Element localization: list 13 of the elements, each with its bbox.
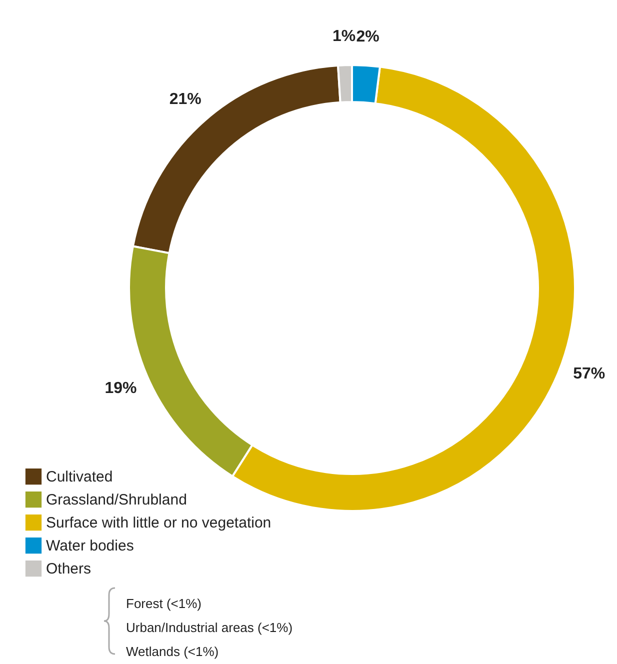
legend-label: Water bodies <box>46 538 134 554</box>
data-label: 21% <box>169 90 202 108</box>
data-label: 19% <box>104 380 137 398</box>
legend-label: Others <box>46 560 92 578</box>
data-label: 2% <box>356 28 380 46</box>
data-label: 57% <box>573 365 606 382</box>
legend-label: Grassland/Shrubland <box>46 492 187 508</box>
text: Forest (<1%) <box>126 596 202 611</box>
text: Urban/Industrial areas (<1%) <box>126 620 293 635</box>
legend-label: Cultivated <box>46 468 113 486</box>
legend-label: Surface with little or no vegetation <box>46 514 272 532</box>
text: Wetlands (<1%) <box>126 644 219 659</box>
data-label: 1% <box>332 28 356 46</box>
